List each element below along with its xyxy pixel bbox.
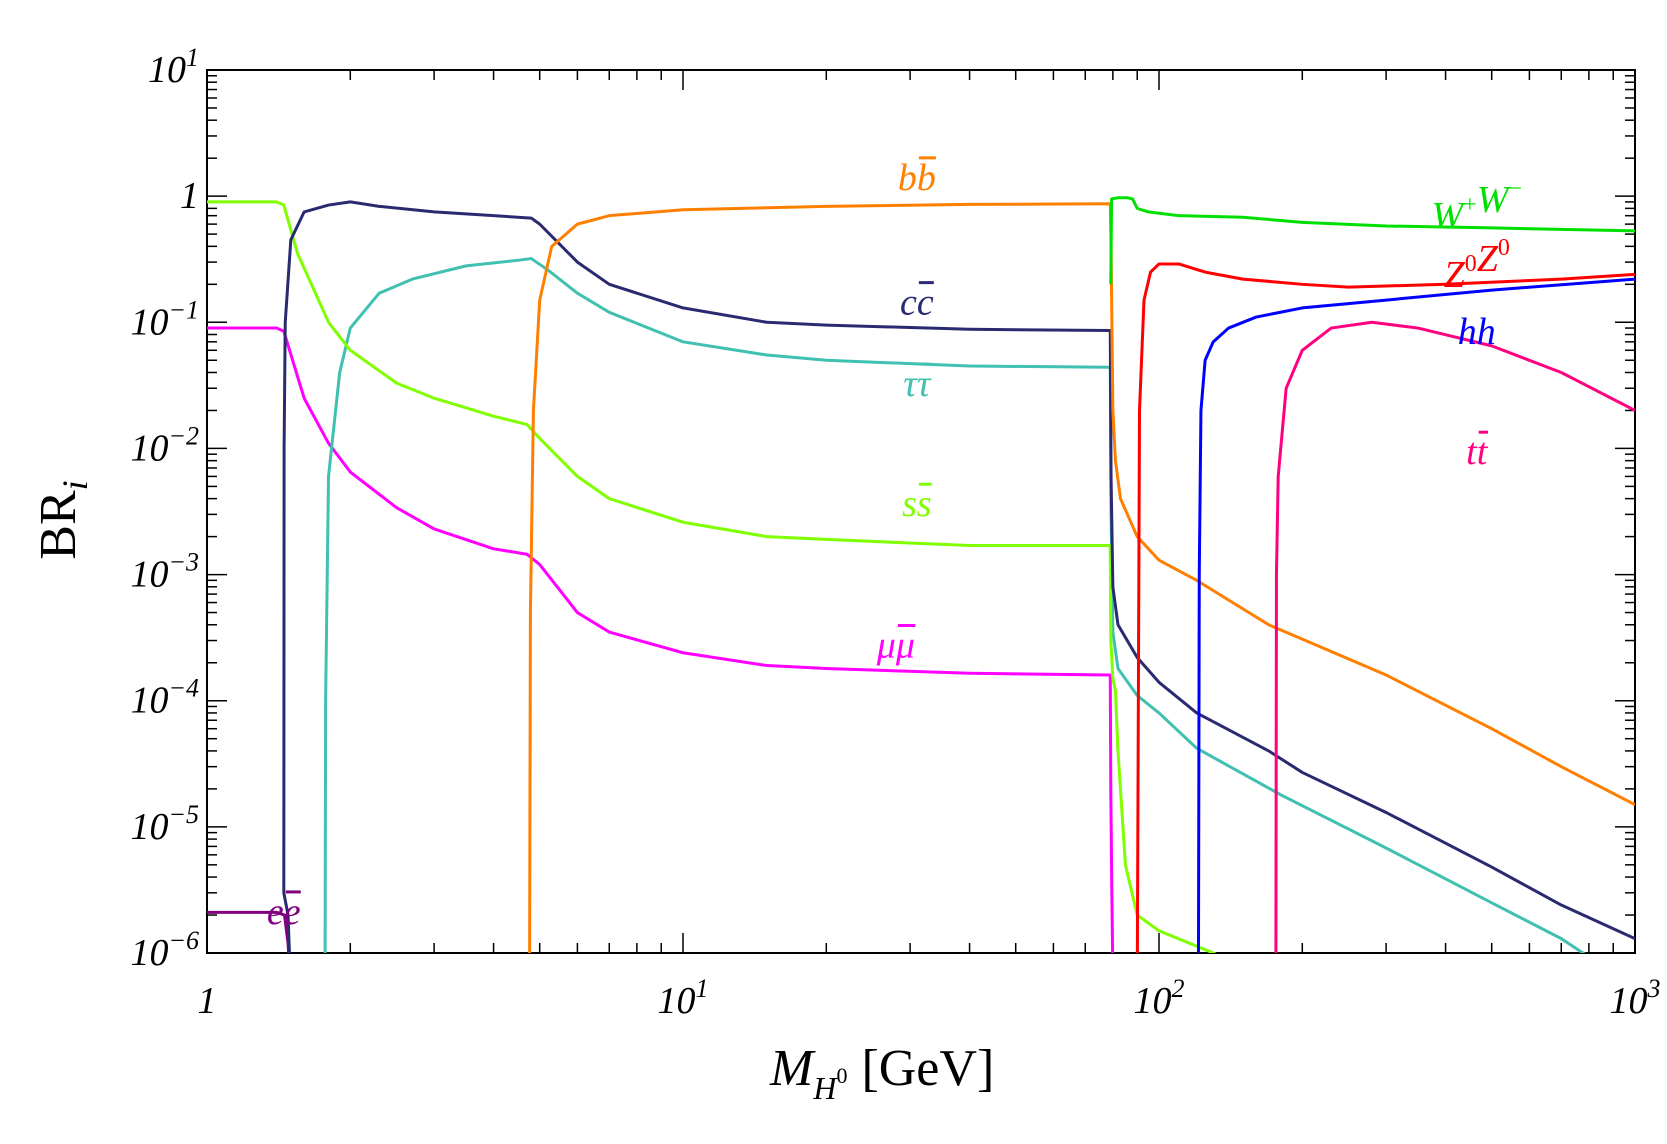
svg-text:ττ: ττ — [903, 363, 932, 405]
y-axis-title: BRi — [30, 480, 95, 559]
y-tick-label: 10−2 — [130, 421, 199, 469]
svg-text:μμ: μμ — [876, 625, 915, 667]
y-tick-label: 10−3 — [130, 548, 199, 596]
series-line-hh — [1196, 277, 1635, 953]
series-line-tt — [1274, 320, 1635, 953]
y-tick-label: 10−4 — [130, 674, 199, 722]
svg-text:cc: cc — [900, 282, 934, 324]
x-axis-title: MH0 [GeV] — [769, 1040, 994, 1106]
series-label-ss: ss — [902, 482, 932, 525]
axis-ticks — [207, 70, 1635, 953]
svg-text:ss: ss — [902, 483, 932, 525]
series-label-tautau: ττ — [903, 362, 932, 405]
x-tick-label: 101 — [658, 974, 709, 1022]
svg-text:Z0Z0: Z0Z0 — [1444, 235, 1510, 296]
svg-text:hh: hh — [1458, 311, 1496, 353]
y-tick-label: 10−1 — [130, 295, 199, 343]
y-tick-label: 10−6 — [130, 926, 199, 974]
plot-frame — [206, 69, 1636, 954]
y-tick-label: 101 — [148, 43, 199, 91]
series-label-ZZ: Z0Z0 — [1444, 235, 1510, 296]
series-labels: ee μμ ττ ss cc bb W+W−Z0Z0 hh tt — [267, 156, 1522, 933]
x-tick-label: 1 — [198, 980, 217, 1022]
series-group — [207, 196, 1635, 953]
series-label-hh: hh — [1458, 311, 1496, 353]
series-label-mumu: μμ — [876, 624, 916, 667]
series-line-ZZ — [1135, 262, 1635, 953]
series-line-mumu — [207, 326, 1115, 953]
series-label-tt: tt — [1466, 430, 1489, 473]
series-line-ss — [207, 200, 1217, 953]
svg-text:W+W−: W+W− — [1432, 176, 1522, 237]
series-label-WW: W+W− — [1432, 176, 1522, 237]
series-line-WW — [1109, 196, 1635, 285]
series-line-tautau — [323, 257, 1586, 953]
y-tick-label: 10−5 — [130, 800, 199, 848]
series-label-ee: ee — [267, 890, 301, 933]
x-tick-label: 102 — [1134, 974, 1185, 1022]
x-tick-label: 103 — [1610, 974, 1661, 1022]
axis-tick-labels: 1 101 102 103 101 1 10−1 10−2 10−3 10−4 10−5 10−6 — [130, 43, 1660, 1022]
series-label-cc: cc — [900, 281, 934, 324]
series-line-cc — [282, 200, 1635, 953]
svg-text:tt: tt — [1466, 431, 1489, 473]
svg-text:ee: ee — [267, 891, 301, 933]
y-tick-label: 1 — [180, 175, 199, 217]
series-label-bb: bb — [898, 156, 936, 199]
svg-text:bb: bb — [898, 157, 936, 199]
